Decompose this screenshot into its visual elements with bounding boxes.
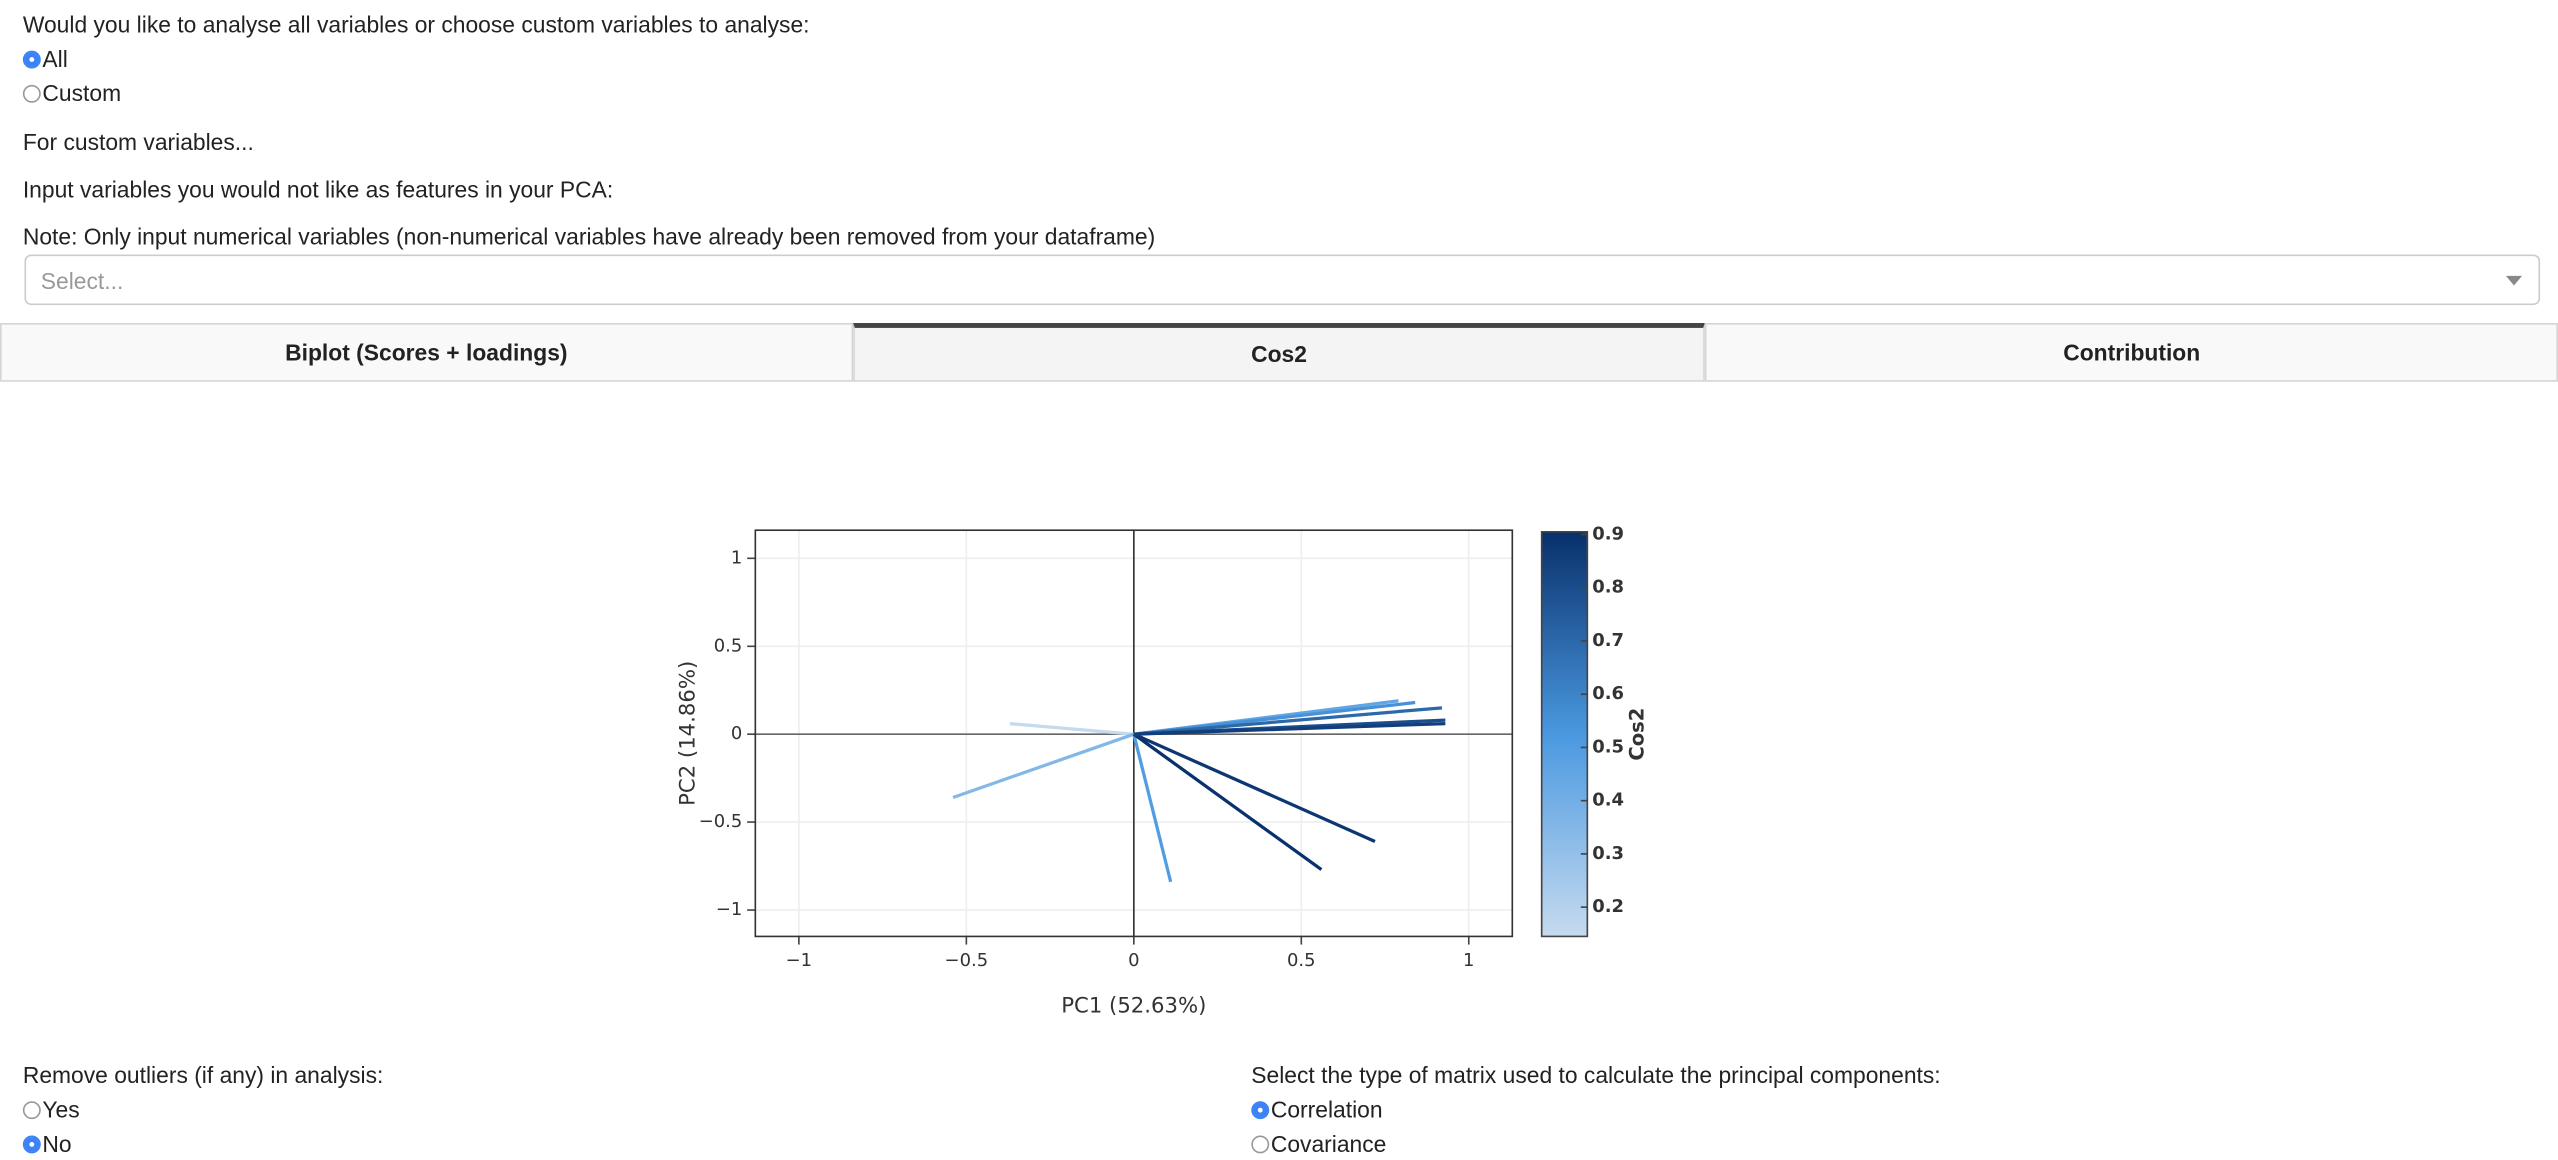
- y-tick-label: 1: [731, 547, 742, 568]
- colorbar-tick-label: 0.5: [1592, 736, 1624, 757]
- x-tick-label: −1: [786, 950, 812, 971]
- tab[interactable]: Cos2: [852, 323, 1706, 382]
- colorbar-tick-label: 0.9: [1592, 523, 1624, 544]
- y-tick-label: −1: [716, 899, 742, 920]
- colorbar-tick-label: 0.6: [1592, 683, 1624, 704]
- colorbar-tick-label: 0.4: [1592, 790, 1624, 811]
- radio[interactable]: Correlation: [1251, 1096, 1383, 1123]
- heading: For custom variables...: [22, 128, 254, 155]
- radio-label: Correlation: [1270, 1096, 1383, 1123]
- colorbar-tick-label: 0.7: [1592, 630, 1624, 651]
- colorbar-tick-label: 0.8: [1592, 577, 1624, 598]
- x-tick-label: 0.5: [1287, 950, 1316, 971]
- radio-circle: [22, 84, 41, 102]
- radio-label: No: [42, 1130, 72, 1157]
- loading-vector: [1132, 733, 1173, 883]
- radio-label: Custom: [42, 79, 122, 107]
- radio[interactable]: Covariance: [1251, 1131, 1386, 1157]
- radio[interactable]: No: [22, 1130, 72, 1157]
- radio-label: All: [42, 45, 68, 72]
- plot-frame: [754, 529, 1514, 938]
- tab[interactable]: Biplot (Scores + loadings): [0, 323, 853, 382]
- caret: [2505, 275, 2523, 286]
- y-tick-label: −0.5: [699, 811, 743, 832]
- y-tick-label: 0: [731, 723, 742, 744]
- radio-circle: [1251, 1134, 1270, 1153]
- colorbar-tick-label: 0.2: [1592, 896, 1624, 917]
- tab[interactable]: Contribution: [1705, 323, 2558, 382]
- radio[interactable]: Yes: [22, 1096, 80, 1123]
- label: Input variables you would not like as fe…: [22, 176, 614, 203]
- radio-circle: [22, 1134, 41, 1153]
- loading-vector: [1133, 706, 1443, 736]
- radio-circle: [22, 1100, 41, 1119]
- loading-vector: [1009, 722, 1134, 736]
- x-axis-label: PC1 (52.63%): [1061, 993, 1206, 1018]
- radio-circle: [1251, 1100, 1270, 1119]
- radio-circle: [22, 49, 41, 68]
- y-axis-label: PC2 (14.86%): [674, 661, 699, 806]
- radio[interactable]: All: [22, 45, 68, 72]
- colorbar-title: Cos2: [1625, 708, 1648, 761]
- radio[interactable]: Custom: [22, 79, 122, 107]
- question-label: Would you like to analyse all variables …: [22, 11, 810, 38]
- colorbar-tick-label: 0.3: [1592, 843, 1624, 864]
- loading-vector: [1133, 732, 1376, 843]
- matrix-label: Select the type of matrix used to calcul…: [1251, 1062, 1941, 1089]
- radio-label: Yes: [42, 1096, 80, 1123]
- chart: −1 −0.5 0 0.5 1 −1 −0.5 0 0.5 1 PC1 (52.63%) PC2 (1…: [674, 523, 1648, 1018]
- loading-vector: [1133, 722, 1446, 736]
- select[interactable]: Select...: [24, 254, 2541, 306]
- y-tick-label: 0.5: [714, 635, 743, 656]
- loading-vector: [952, 732, 1135, 800]
- x-tick-label: 0: [1128, 950, 1139, 971]
- outliers-label: Remove outliers (if any) in analysis:: [22, 1062, 384, 1089]
- loading-vector: [1132, 732, 1323, 871]
- colorbar: [1540, 531, 1589, 938]
- note: Note: Only input numerical variables (no…: [22, 223, 1156, 250]
- placeholder: Select...: [40, 267, 124, 294]
- x-tick-label: 1: [1463, 950, 1474, 971]
- tabs: Biplot (Scores + loadings) Cos2 Contributi…: [0, 323, 2558, 382]
- radio-label: Covariance: [1270, 1130, 1387, 1157]
- x-tick-label: −0.5: [945, 950, 989, 971]
